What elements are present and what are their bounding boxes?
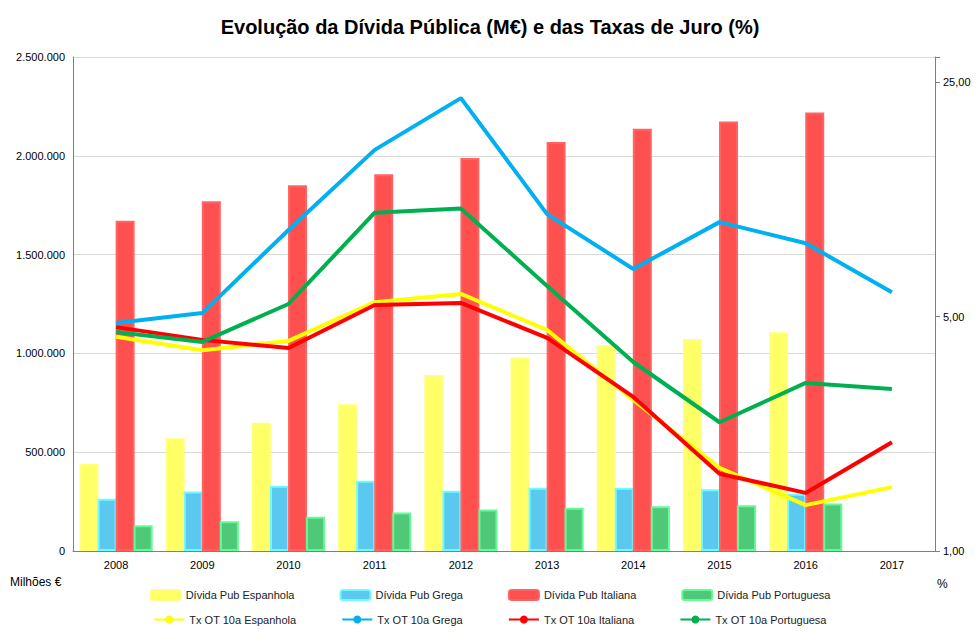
svg-text:2.500.000: 2.500.000 (16, 51, 65, 63)
svg-text:Evolução da Dívida Pública (M€: Evolução da Dívida Pública (M€) e das Ta… (221, 16, 760, 38)
svg-text:1,00: 1,00 (943, 545, 964, 557)
svg-text:2017: 2017 (880, 559, 904, 571)
svg-text:2009: 2009 (190, 559, 214, 571)
svg-text:2014: 2014 (621, 559, 645, 571)
svg-text:500.000: 500.000 (25, 446, 65, 458)
svg-text:Milhões €: Milhões € (10, 575, 62, 589)
svg-text:2008: 2008 (104, 559, 128, 571)
svg-text:1.000.000: 1.000.000 (16, 347, 65, 359)
svg-text:Dívida Pub Italiana: Dívida Pub Italiana (544, 589, 637, 601)
svg-text:%: % (937, 577, 948, 591)
svg-text:2011: 2011 (363, 559, 387, 571)
svg-text:Tx OT 10a Italiana: Tx OT 10a Italiana (544, 614, 635, 626)
svg-text:5,00: 5,00 (943, 311, 964, 323)
svg-text:2.000.000: 2.000.000 (16, 150, 65, 162)
svg-text:0: 0 (59, 545, 65, 557)
svg-text:Tx OT 10a Grega: Tx OT 10a Grega (377, 614, 463, 626)
svg-text:2010: 2010 (276, 559, 300, 571)
svg-text:Dívida Pub Espanhola: Dívida Pub Espanhola (186, 589, 296, 601)
svg-text:2015: 2015 (707, 559, 731, 571)
svg-text:2012: 2012 (449, 559, 473, 571)
svg-text:2016: 2016 (793, 559, 817, 571)
svg-text:Tx OT 10a Portuguesa: Tx OT 10a Portuguesa (715, 614, 827, 626)
svg-text:Dívida Pub Portuguesa: Dívida Pub Portuguesa (717, 589, 831, 601)
svg-text:Tx OT 10a Espanhola: Tx OT 10a Espanhola (189, 614, 297, 626)
svg-text:25,00: 25,00 (943, 76, 971, 88)
svg-text:2013: 2013 (535, 559, 559, 571)
svg-text:1.500.000: 1.500.000 (16, 249, 65, 261)
svg-text:Dívida Pub Grega: Dívida Pub Grega (375, 589, 463, 601)
